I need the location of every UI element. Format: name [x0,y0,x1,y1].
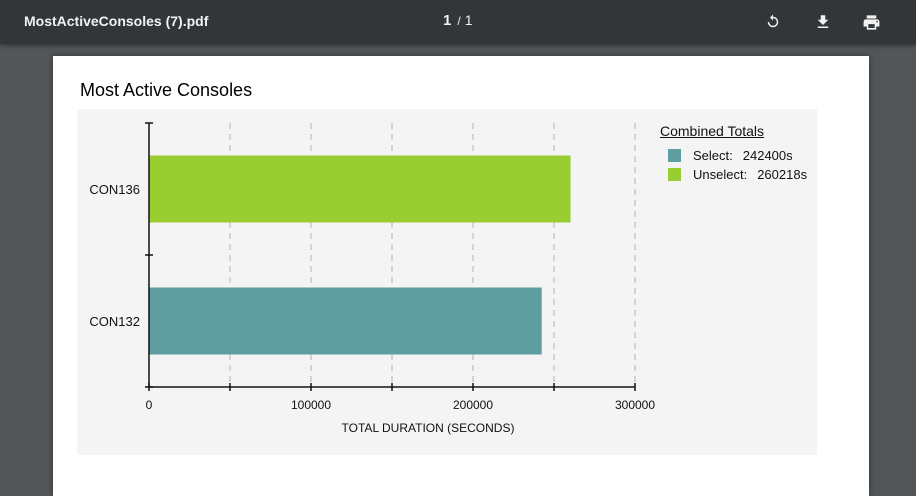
legend-label-unselect: Unselect: [693,166,748,182]
legend-swatch-unselect [668,167,681,181]
document-filename: MostActiveConsoles (7).pdf [24,13,209,29]
legend-value-select: 242400s [742,147,793,163]
bar-con132 [149,287,542,355]
pdf-toolbar: MostActiveConsoles (7).pdf 1/1 [0,0,916,44]
total-pages: 1 [464,12,473,28]
print-button[interactable] [859,10,883,34]
bar-chart: CON136 CON132 0 100000 200000 300000 TOTAL DUR… [89,122,655,435]
x-tick-label: 200000 [453,398,493,412]
category-label: CON132 [89,314,140,329]
rotate-icon [767,14,779,28]
x-axis-label: TOTAL DURATION (SECONDS) [342,421,515,435]
report-title: Most Active Consoles [80,80,253,100]
print-icon [863,14,879,30]
legend-value-unselect: 260218s [757,166,808,182]
legend-item-unselect: Unselect: 260218s [668,166,808,182]
x-tick-label: 300000 [615,398,655,412]
bar-con136 [149,155,571,223]
x-tick-label: 0 [146,398,153,412]
current-page-input[interactable]: 1 [443,12,452,29]
category-label: CON136 [89,182,140,197]
legend-swatch-select [668,148,681,162]
page-separator: / [457,14,461,28]
download-icon [817,15,829,28]
legend-title: Combined Totals [660,123,765,139]
download-button[interactable] [811,10,835,34]
chart-area: CON136 CON132 0 100000 200000 300000 TOTAL DUR… [77,109,817,455]
legend-item-select: Select: 242400s [668,147,793,163]
legend-label-select: Select: [693,147,733,163]
x-tick-label: 100000 [291,398,331,412]
rotate-button[interactable] [761,10,785,34]
page-indicator: 1/1 [443,12,472,29]
